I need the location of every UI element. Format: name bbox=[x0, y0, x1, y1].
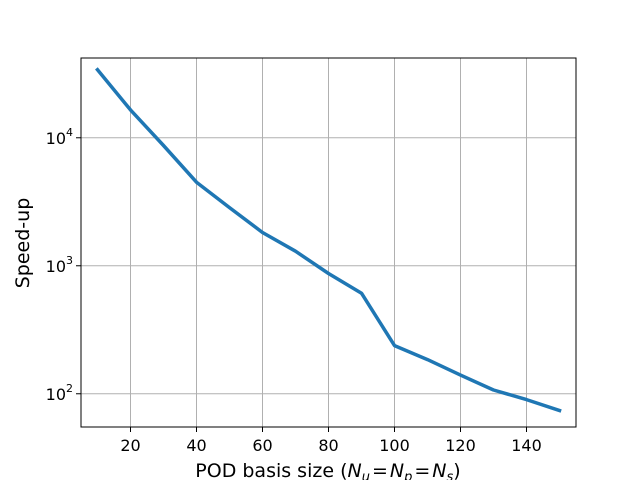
x-tick-label: 120 bbox=[445, 436, 476, 455]
x-tick-label: 140 bbox=[511, 436, 542, 455]
grid bbox=[81, 58, 576, 427]
x-tick-label: 20 bbox=[120, 436, 140, 455]
series-layer bbox=[95, 67, 562, 413]
y-axis-ticks: 102 103 104 bbox=[46, 126, 81, 404]
x-tick-label: 100 bbox=[379, 436, 410, 455]
x-axis-ticks: 20 40 60 80 100 120 140 bbox=[120, 427, 542, 455]
y-tick-label: 104 bbox=[46, 126, 73, 148]
y-tick-label: 103 bbox=[46, 254, 73, 276]
speedup-series-line bbox=[95, 67, 562, 413]
x-tick-label: 40 bbox=[186, 436, 206, 455]
y-axis-label: Speed-up bbox=[12, 198, 34, 289]
y-tick-label: 102 bbox=[46, 382, 73, 404]
x-tick-label: 80 bbox=[318, 436, 338, 455]
x-axis-label: POD basis size (Nu = Np = Ns) bbox=[195, 460, 460, 480]
x-tick-label: 60 bbox=[252, 436, 272, 455]
